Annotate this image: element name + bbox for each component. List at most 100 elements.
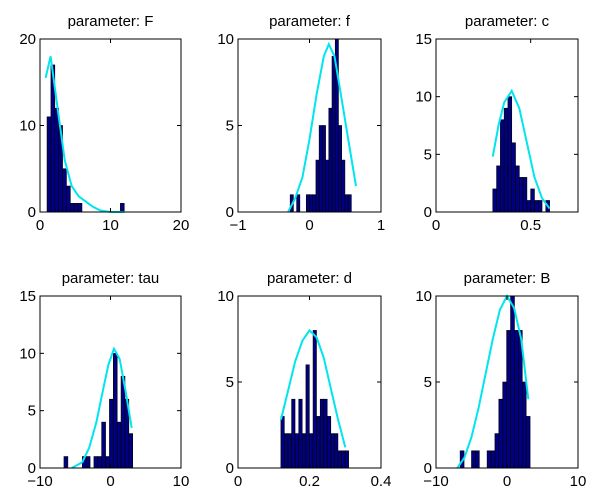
histogram-bar <box>128 433 134 469</box>
histogram-bar <box>328 107 333 213</box>
x-tick-label: 0 <box>305 217 313 234</box>
y-tick-label: 10 <box>217 31 234 48</box>
histogram-bar <box>66 185 71 213</box>
histogram-bar <box>334 433 339 469</box>
histogram-bar <box>510 295 515 469</box>
histogram-bar <box>471 450 476 469</box>
histogram-bar <box>492 188 497 213</box>
histogram-bar <box>97 456 102 469</box>
x-tick-label: 0 <box>106 473 114 490</box>
histogram-bar <box>322 125 326 213</box>
x-tick-label: −10 <box>423 473 448 490</box>
histogram-bar <box>331 55 336 213</box>
y-tick-label: 0 <box>424 204 432 221</box>
histogram-bar <box>85 456 91 469</box>
subplot-1: 0 10 20 0 10 20 parameter: F <box>19 13 189 234</box>
histogram-bar <box>537 200 543 213</box>
histogram-bar <box>46 116 52 213</box>
fit-curve <box>279 328 347 448</box>
fit-curve <box>456 293 530 469</box>
x-tick-label: −1 <box>229 217 246 234</box>
axes-box <box>435 38 579 213</box>
subplot-3: 0 0.5 0 5 10 15 parameter: c <box>415 13 579 234</box>
histogram-bar <box>93 456 99 469</box>
histogram-bar <box>105 456 110 469</box>
x-tick-label: 10 <box>102 217 119 234</box>
histogram-bar <box>291 398 296 469</box>
subplot-title: parameter: F <box>68 13 154 30</box>
y-tick-label: 10 <box>19 118 36 135</box>
histogram-bar <box>490 450 496 469</box>
histogram-bar <box>319 398 324 469</box>
axes-box <box>237 38 382 213</box>
histogram-bar <box>312 330 317 469</box>
histogram-bar <box>316 416 321 469</box>
subplot-title: parameter: f <box>269 13 351 30</box>
histogram-bar <box>526 200 531 213</box>
histogram-bar <box>298 398 303 469</box>
histogram-bar <box>309 433 314 469</box>
histogram-bar <box>338 125 342 213</box>
subplot-5: 0 0.2 0.4 0 5 10 parameter: d <box>217 270 391 490</box>
histogram-bar <box>305 364 310 469</box>
y-tick-label: 5 <box>424 146 432 163</box>
histogram-bar <box>515 165 520 213</box>
histogram-bar <box>318 125 323 213</box>
histogram-bar <box>341 159 346 213</box>
histogram-bar <box>77 203 83 213</box>
histogram-bar <box>521 381 527 469</box>
x-tick-label: 10 <box>173 473 190 490</box>
histogram-bar <box>323 398 328 469</box>
histogram-bar <box>54 107 59 213</box>
y-tick-label: 15 <box>415 31 432 48</box>
histogram-bar <box>506 330 511 469</box>
fit-curve <box>44 56 125 213</box>
fit-curve <box>491 88 551 210</box>
histogram-bar <box>498 398 504 469</box>
histogram-bar <box>344 194 349 213</box>
x-tick-label: 0.4 <box>371 473 392 490</box>
y-tick-label: 0 <box>226 204 234 221</box>
histogram-bar <box>337 450 342 469</box>
x-tick-label: 20 <box>173 217 190 234</box>
y-tick-label: 0 <box>28 460 36 477</box>
histogram-bar <box>296 194 301 213</box>
histogram-bar <box>494 433 500 469</box>
subplot-title: parameter: c <box>465 13 550 30</box>
fit-curve <box>71 346 133 469</box>
x-tick-label: 0 <box>234 473 242 490</box>
histogram-bar <box>511 142 516 213</box>
histogram-bar <box>330 433 335 469</box>
y-tick-label: 10 <box>19 345 36 362</box>
histogram-bar <box>344 450 349 469</box>
histogram-bar <box>120 203 125 213</box>
x-tick-label: 0.5 <box>520 217 541 234</box>
subplot-title: parameter: tau <box>62 270 160 287</box>
y-tick-label: 0 <box>28 204 36 221</box>
y-tick-label: 10 <box>415 288 432 305</box>
y-tick-label: 5 <box>226 374 234 391</box>
x-tick-label: −10 <box>27 473 52 490</box>
histogram-bar <box>341 450 346 469</box>
x-tick-label: 0 <box>432 217 440 234</box>
histogram-bar <box>475 450 480 469</box>
histogram-bar <box>486 450 492 469</box>
histogram-bar <box>109 398 114 469</box>
histogram-bar <box>315 159 320 213</box>
y-tick-label: 0 <box>226 460 234 477</box>
fit-curve <box>287 41 357 213</box>
histogram-bar <box>519 177 524 213</box>
histogram-bar <box>347 194 352 213</box>
x-tick-label: 10 <box>570 473 587 490</box>
histogram-bar <box>327 416 332 469</box>
y-tick-label: 15 <box>19 288 36 305</box>
histogram-bar <box>280 416 285 469</box>
y-tick-label: 5 <box>226 118 234 135</box>
histogram-bar <box>101 421 106 469</box>
histogram-bar <box>530 188 535 213</box>
histogram-bar <box>534 200 539 213</box>
histogram-bar <box>284 433 289 469</box>
